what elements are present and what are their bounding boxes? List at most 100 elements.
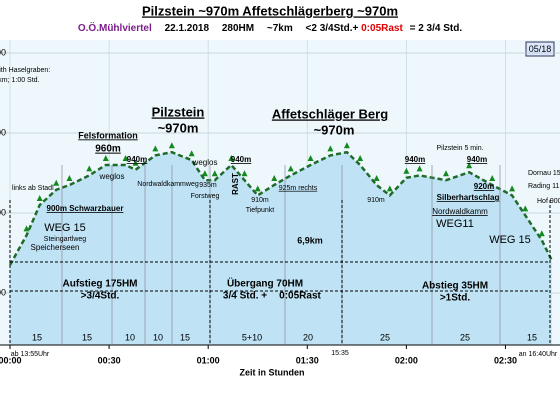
tree <box>211 170 218 177</box>
tree <box>86 165 93 172</box>
rest: 0:05Rast <box>361 23 403 34</box>
tree <box>122 155 129 161</box>
x-tick-label: 02:30 <box>494 355 517 365</box>
annotation: 910m <box>367 197 385 204</box>
tree <box>343 142 350 149</box>
tree <box>466 162 473 169</box>
segment-minutes: 5+10 <box>242 332 262 342</box>
tree <box>254 185 261 192</box>
segment-minutes: 10 <box>153 332 163 342</box>
tree <box>241 170 248 177</box>
annotation: Dornau 15 <box>528 170 560 177</box>
tree <box>307 155 314 161</box>
segment-minutes: 25 <box>460 332 470 342</box>
annotation: 940m <box>231 155 251 164</box>
annotation: links ab Stadl <box>12 185 54 192</box>
annotation: Nordwaldkammweg <box>137 181 199 188</box>
profile-line <box>8 150 553 266</box>
annotation: WEG 15 <box>489 234 531 246</box>
annotation: >1Std. <box>440 293 471 304</box>
annotation: Affetschläger Berg <box>272 106 388 121</box>
tree <box>53 179 60 186</box>
annotation: an 16:40Uhr <box>519 351 558 358</box>
annotation: 940m <box>405 155 425 164</box>
segment-minutes: 15 <box>527 332 537 342</box>
annotation: Ab Reith Haselgraben: <box>0 67 50 74</box>
tree <box>327 145 334 152</box>
annotation: 960m <box>95 144 121 155</box>
annotation: 47km; 1:00 Std. <box>0 77 40 84</box>
segment-minutes: 20 <box>303 332 313 342</box>
tree <box>416 165 423 172</box>
x-tick-label: 02:00 <box>395 355 418 365</box>
annotation: 15:35 <box>331 350 349 357</box>
tree <box>228 155 235 161</box>
chart-title: Pilzstein ~970m Affetschlägerberg ~970m <box>142 3 398 18</box>
annotation: 940m <box>467 155 487 164</box>
profile-area <box>10 152 552 345</box>
tree <box>489 175 496 181</box>
date: 22.1.2018 <box>165 23 210 34</box>
chart-subtitle: O.Ö.Mühlviertel 22.1.2018 280HM ~7km <2 … <box>78 21 462 34</box>
y-tick-label: 1000 <box>0 127 6 137</box>
annotation: weglos <box>192 158 218 167</box>
tree <box>188 150 195 157</box>
total: = 2 3/4 Std. <box>410 23 463 34</box>
tree <box>403 167 410 174</box>
annotation: 0:05Rast <box>279 291 321 302</box>
segment-minutes: 15 <box>180 332 190 342</box>
annotation: Steingartlweg <box>44 236 87 243</box>
segment-minutes: 15 <box>32 332 42 342</box>
tree <box>152 145 159 152</box>
tree <box>66 175 73 181</box>
tree <box>287 165 294 172</box>
annotation: Silberhartschlag <box>437 193 500 202</box>
segment-minutes: 25 <box>380 332 390 342</box>
annotation: Aufstieg 175HM <box>62 279 137 290</box>
segment-minutes: 15 <box>82 332 92 342</box>
region: O.Ö.Mühlviertel <box>78 21 152 34</box>
annotation: Felsformation <box>78 130 138 140</box>
annotation: Forstweg <box>191 193 220 200</box>
tree <box>522 205 529 212</box>
x-tick-label: 01:30 <box>296 355 319 365</box>
annotation: Abstieg 35HM <box>422 281 488 292</box>
tree <box>132 159 139 166</box>
tree <box>357 155 364 161</box>
x-axis-label: Zeit in Stunden <box>240 367 305 377</box>
tree <box>271 175 278 181</box>
distance: ~7km <box>267 23 293 34</box>
annotation: ~970m <box>314 122 355 137</box>
y-tick-label: 800 <box>0 287 6 297</box>
tree <box>373 175 380 181</box>
annotation: 900m Schwarzbauer <box>47 204 124 213</box>
tree <box>23 225 30 232</box>
annotation: ab 13:55Uhr <box>11 351 50 358</box>
annotation: Nordwaldkamm <box>432 207 488 216</box>
annotation: Übergang 70HM <box>227 277 303 290</box>
x-tick-label: 00:00 <box>0 355 22 365</box>
annotation: 910m <box>251 197 269 204</box>
tree <box>443 170 449 177</box>
tree <box>201 170 208 177</box>
annotation: WEG11 <box>436 218 474 230</box>
annotation: weglos <box>99 172 125 181</box>
annotation: Rading 11 <box>528 183 560 190</box>
annotation: Speicherseen <box>31 243 80 252</box>
segment-minutes: 10 <box>125 332 135 342</box>
tree <box>509 185 516 192</box>
annotation: ~970m <box>158 120 199 135</box>
annotation: 3/4 Std. + <box>223 291 267 302</box>
annotation: Pilzstein <box>152 104 205 119</box>
tree <box>538 230 545 237</box>
tree <box>168 142 175 149</box>
y-tick-label: 1100 <box>0 47 6 57</box>
annotation: Hof 900m <box>537 198 560 205</box>
page-box <box>525 41 555 57</box>
annotation: 940m <box>127 155 147 164</box>
tree <box>386 185 393 192</box>
annotation: RAST <box>231 173 240 195</box>
annotation: 6,9km <box>297 235 323 245</box>
x-tick-label: 01:00 <box>197 355 220 365</box>
annotation: 925m rechts <box>279 185 318 192</box>
